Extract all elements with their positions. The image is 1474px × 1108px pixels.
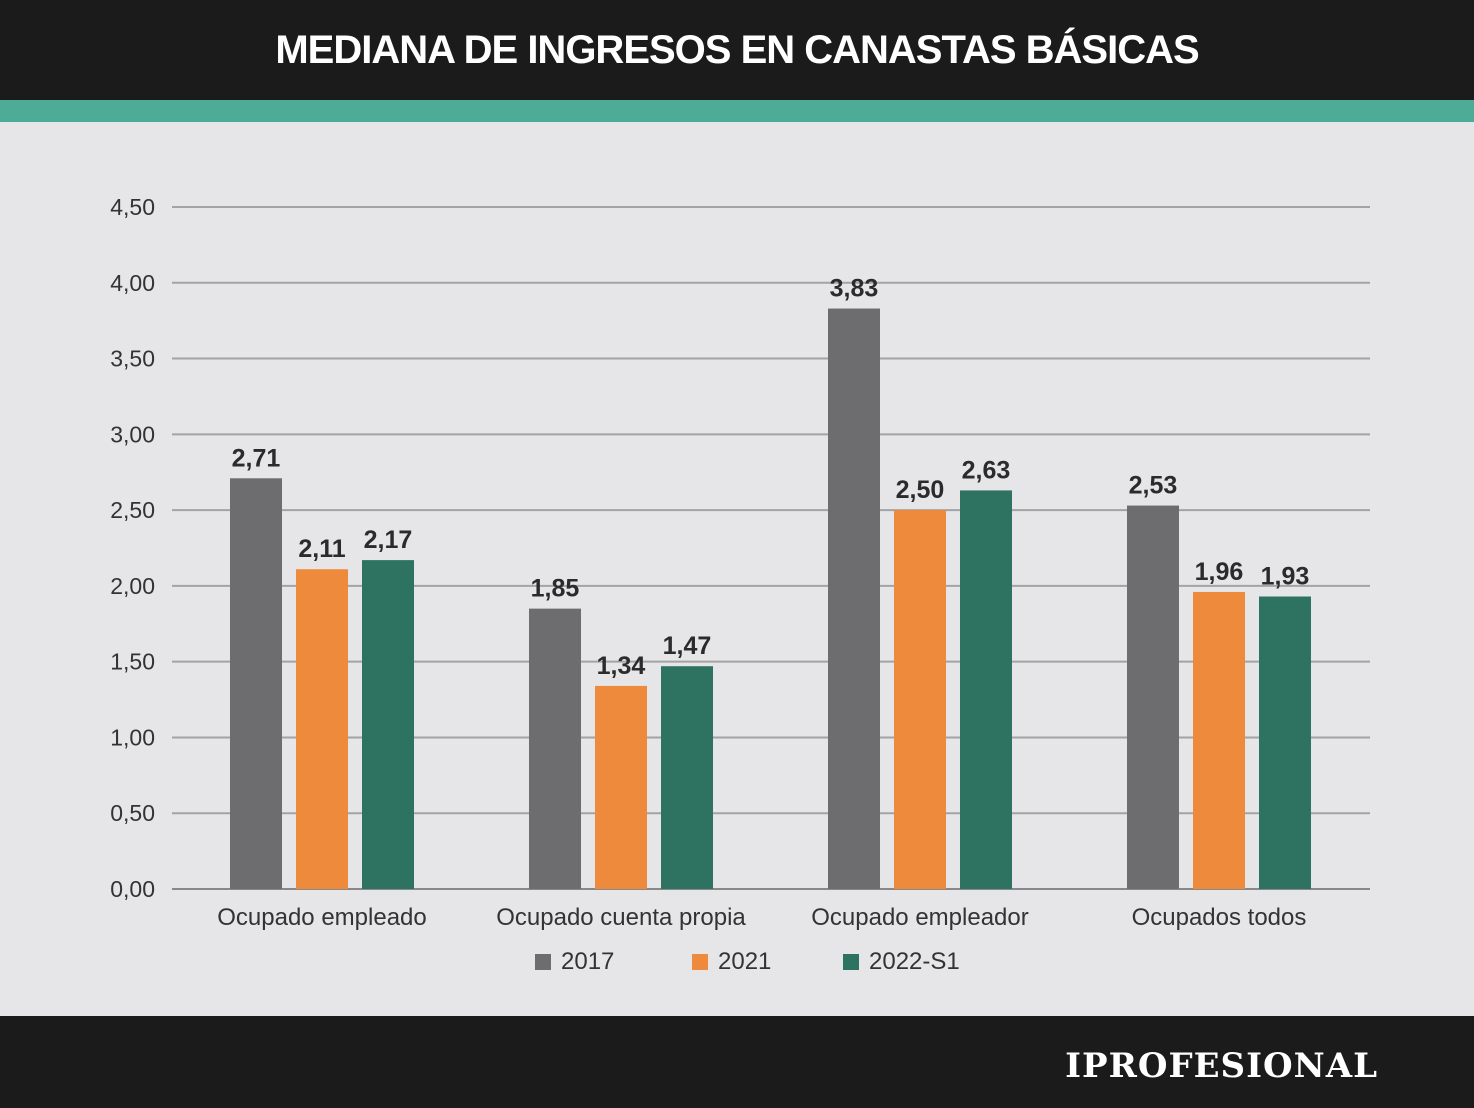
bar — [1127, 505, 1179, 889]
y-tick-label: 4,50 — [110, 194, 155, 220]
legend-item-2022-s1: 2022-S1 — [843, 948, 960, 976]
accent-stripe — [0, 100, 1474, 122]
bar — [894, 510, 946, 889]
data-label: 2,63 — [962, 456, 1011, 484]
x-tick-label: Ocupado empleador — [811, 904, 1028, 931]
data-label: 2,17 — [364, 526, 413, 554]
y-tick-label: 3,00 — [110, 421, 155, 447]
y-tick-label: 2,00 — [110, 573, 155, 599]
legend-label-2017: 2017 — [561, 948, 615, 975]
x-tick-label: Ocupado cuenta propia — [496, 904, 746, 931]
legend-label-2021: 2021 — [718, 948, 772, 975]
header-bar: MEDIANA DE INGRESOS EN CANASTAS BÁSICAS — [0, 0, 1474, 100]
y-tick-label: 1,00 — [110, 724, 155, 750]
footer-bar: IPROFESIONAL — [0, 1016, 1474, 1108]
legend-label-2022-s1: 2022-S1 — [869, 948, 960, 975]
data-label: 1,34 — [597, 652, 646, 680]
data-label: 2,50 — [896, 476, 945, 504]
data-label: 3,83 — [830, 275, 879, 303]
legend-item-2021: 2021 — [692, 948, 771, 976]
y-tick-label: 2,50 — [110, 497, 155, 523]
bar — [529, 608, 581, 889]
x-tick-label: Ocupados todos — [1132, 904, 1307, 931]
bar — [595, 685, 647, 889]
bar — [296, 569, 348, 889]
y-tick-label: 3,50 — [110, 346, 155, 372]
data-label: 1,96 — [1195, 558, 1244, 586]
y-tick-label: 1,50 — [110, 649, 155, 675]
data-label: 2,53 — [1129, 472, 1178, 500]
x-tick-label: Ocupado empleado — [217, 904, 426, 931]
data-label: 1,85 — [531, 575, 580, 603]
bar — [362, 560, 414, 889]
y-tick-label: 0,50 — [110, 800, 155, 826]
bar — [661, 666, 713, 889]
bar — [828, 308, 880, 889]
bar — [1259, 596, 1311, 889]
legend-swatch-2017 — [535, 954, 551, 970]
data-label: 2,11 — [298, 535, 345, 563]
brand-logo: IPROFESIONAL — [1065, 1046, 1378, 1086]
chart-title: MEDIANA DE INGRESOS EN CANASTAS BÁSICAS — [275, 27, 1199, 72]
data-label: 1,47 — [663, 632, 712, 660]
bar-chart: 0,00 0,50 1,00 1,50 2,00 2,50 3,00 3,50 4,00 4,50… — [110, 194, 1370, 931]
legend: 2017 2021 2022-S1 — [0, 948, 1474, 988]
bar — [230, 478, 282, 889]
y-tick-label: 4,00 — [110, 270, 155, 296]
legend-swatch-2022-s1 — [843, 954, 859, 970]
chart-area: 0,00 0,50 1,00 1,50 2,00 2,50 3,00 3,50 4,00 4,50… — [0, 122, 1474, 1016]
bar — [1193, 591, 1245, 889]
legend-swatch-2021 — [692, 954, 708, 970]
bar — [960, 490, 1012, 889]
legend-item-2017: 2017 — [535, 948, 614, 976]
data-label: 2,71 — [232, 444, 281, 472]
y-tick-label: 0,00 — [110, 876, 155, 902]
data-label: 1,93 — [1261, 562, 1310, 590]
